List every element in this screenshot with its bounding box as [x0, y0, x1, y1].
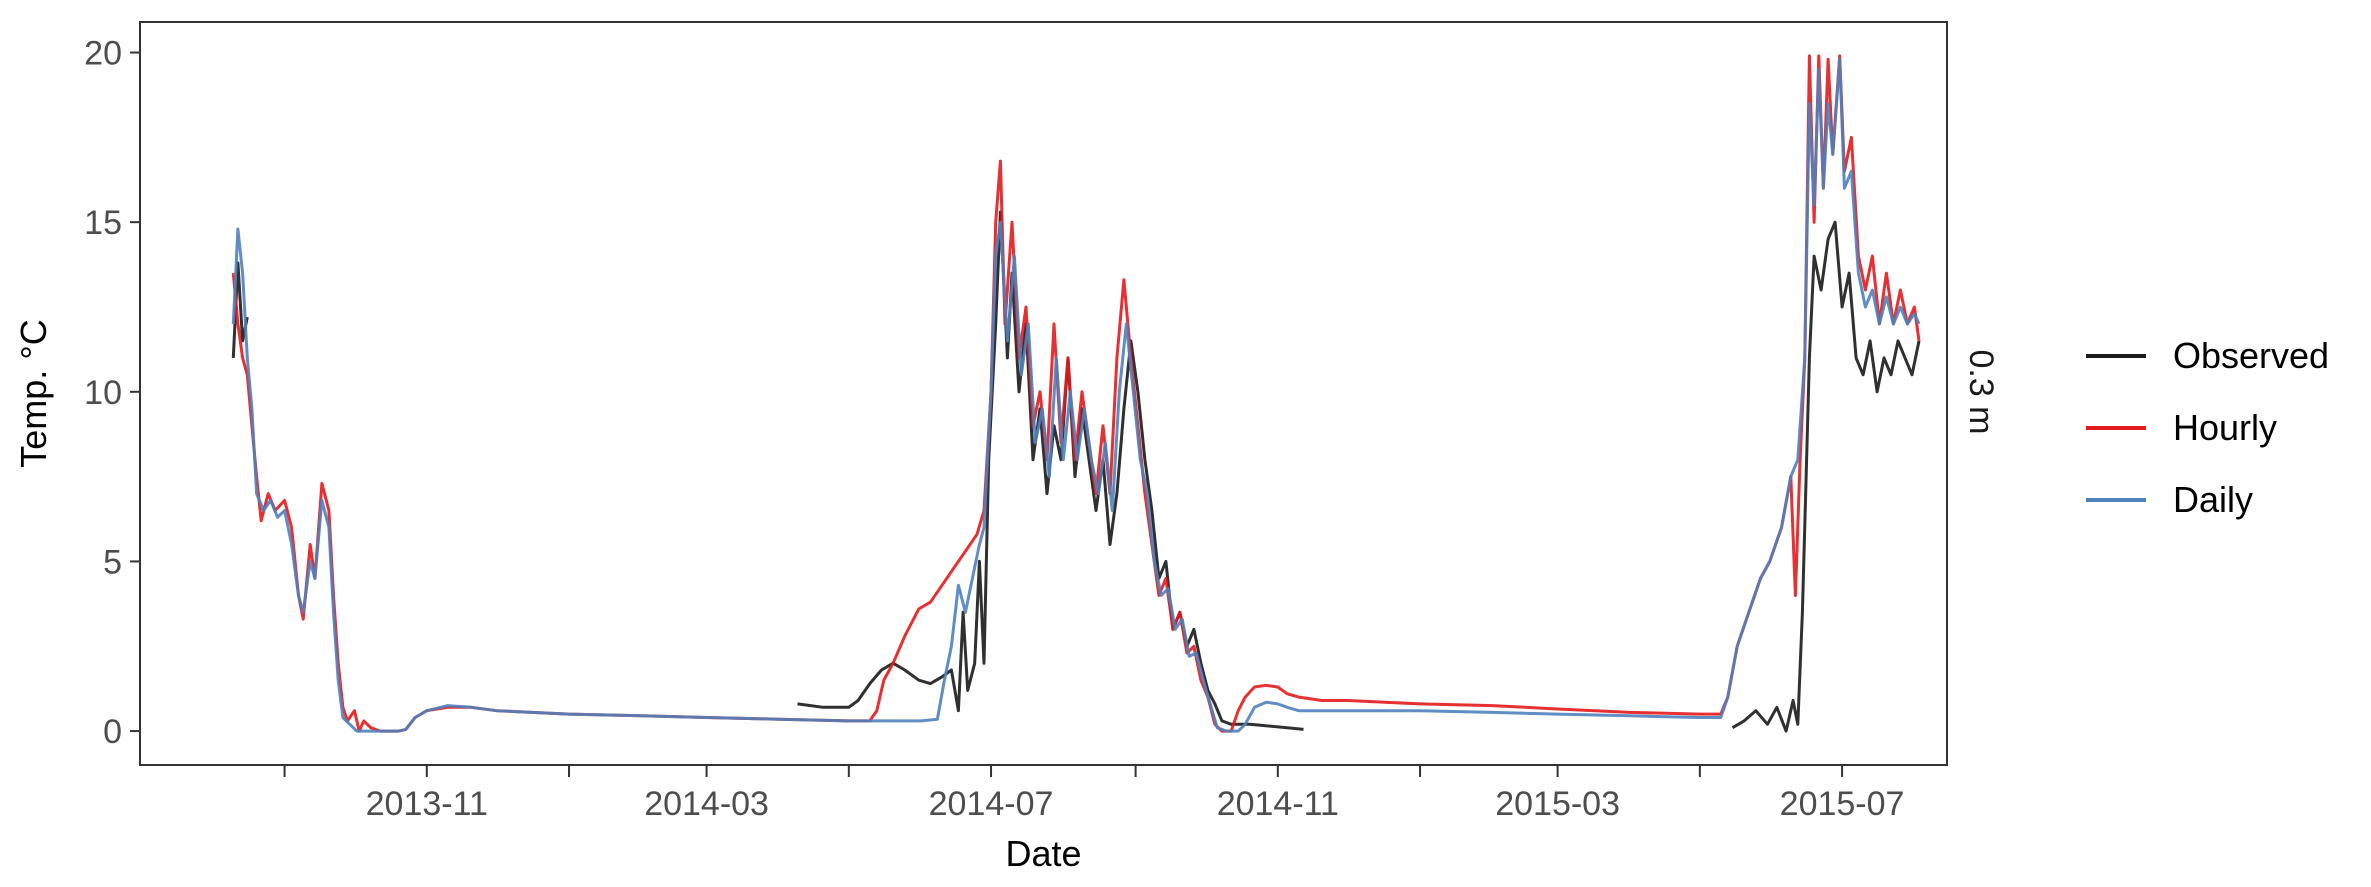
series-line-observed-2	[797, 210, 1304, 731]
series-layer	[231, 54, 1921, 733]
series-line-daily-1	[231, 57, 1921, 733]
x-tick-label: 2015-07	[1780, 785, 1905, 823]
y-tick-label: 5	[103, 543, 122, 581]
x-tick-label: 2013-11	[366, 785, 488, 823]
x-tick-label: 2014-07	[929, 785, 1054, 823]
y-tick-label: 0	[103, 713, 122, 751]
x-axis: 2013-11 2014-03 2014-07 2014-11 2015-03 2015-…	[283, 765, 1905, 823]
x-tick-label: 2014-11	[1217, 785, 1339, 823]
x-tick-label: 2014-03	[644, 785, 769, 823]
legend-label-hourly: Hourly	[2173, 407, 2277, 448]
x-axis-title: Date	[1005, 833, 1081, 874]
legend: Observed Hourly Daily	[2086, 335, 2329, 520]
y-tick-label: 10	[84, 374, 122, 412]
facet-strip-label: 0.3 m	[1962, 349, 2000, 434]
series-line-observed-3	[1731, 220, 1921, 733]
legend-label-observed: Observed	[2173, 335, 2329, 376]
plot-panel-border	[139, 21, 1948, 766]
y-axis: 0 5 10 15 20	[84, 35, 140, 751]
y-axis-title: Temp. °C	[13, 319, 54, 467]
y-tick-label: 20	[84, 35, 122, 73]
y-tick-label: 15	[84, 204, 122, 242]
legend-label-daily: Daily	[2173, 479, 2253, 520]
x-tick-label: 2015-03	[1495, 785, 1620, 823]
